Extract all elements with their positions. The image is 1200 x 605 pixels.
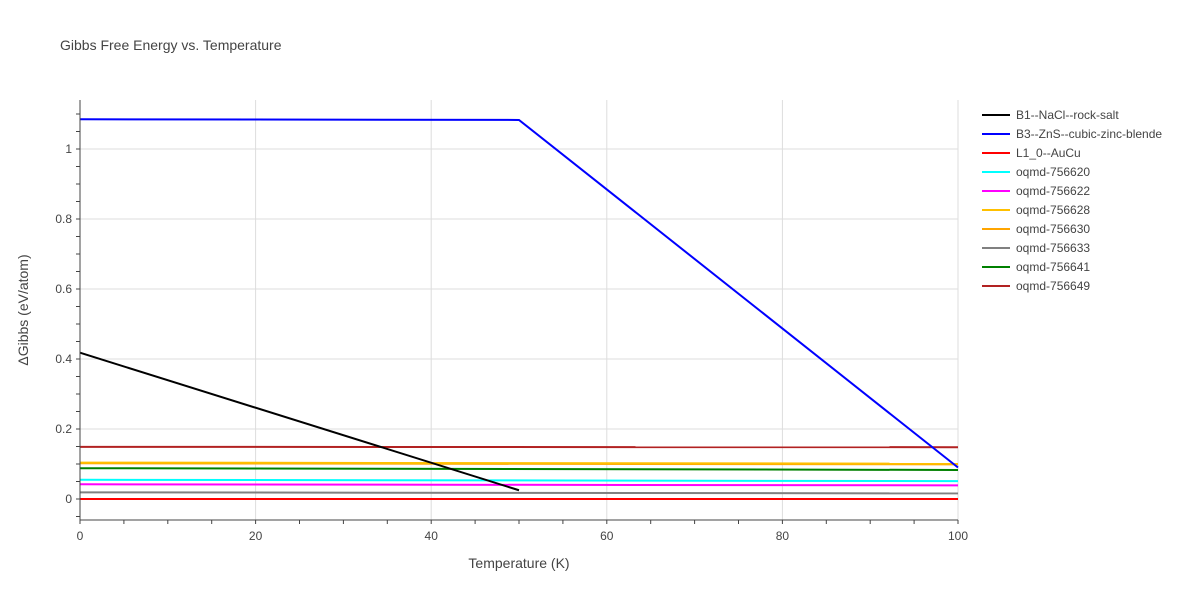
legend-item-b1-nacl-rock-salt[interactable]: B1--NaCl--rock-salt <box>982 108 1119 122</box>
legend-label: oqmd-756620 <box>1016 165 1090 179</box>
x-tick-label: 100 <box>948 529 968 543</box>
y-tick-label: 0.2 <box>55 422 72 436</box>
legend-item-oqmd-756622[interactable]: oqmd-756622 <box>982 184 1090 198</box>
legend-label: oqmd-756649 <box>1016 279 1090 293</box>
y-tick-label: 0 <box>65 492 72 506</box>
x-tick-label: 40 <box>425 529 439 543</box>
x-axis-title: Temperature (K) <box>468 555 569 571</box>
y-tick-label: 0.8 <box>55 212 72 226</box>
legend-label: oqmd-756633 <box>1016 241 1090 255</box>
series-line-b3-zns-cubic-zinc-blende <box>80 119 958 467</box>
legend-label: B3--ZnS--cubic-zinc-blende <box>1016 127 1162 141</box>
y-tick-label: 0.4 <box>55 352 72 366</box>
plot-series <box>80 119 958 499</box>
x-tick-label: 20 <box>249 529 263 543</box>
series-line-oqmd-756641 <box>80 468 958 470</box>
y-tick-label: 0.6 <box>55 282 72 296</box>
legend-item-oqmd-756630[interactable]: oqmd-756630 <box>982 222 1090 236</box>
series-line-oqmd-756633 <box>80 492 958 493</box>
series-line-oqmd-756622 <box>80 484 958 485</box>
axes: 0 20 40 60 80 100 0 0.2 0.4 0.6 0.8 1 <box>55 100 968 543</box>
legend-item-l1-0-aucu[interactable]: L1_0--AuCu <box>982 146 1081 160</box>
legend-label: oqmd-756641 <box>1016 260 1090 274</box>
legend-item-oqmd-756633[interactable]: oqmd-756633 <box>982 241 1090 255</box>
grid <box>80 100 958 520</box>
legend-label: L1_0--AuCu <box>1016 146 1081 160</box>
y-axis-title: ΔGibbs (eV/atom) <box>15 254 31 365</box>
legend-label: oqmd-756628 <box>1016 203 1090 217</box>
legend-item-b3-zns-cubic-zinc-blende[interactable]: B3--ZnS--cubic-zinc-blende <box>982 127 1162 141</box>
x-tick-label: 60 <box>600 529 614 543</box>
legend-item-oqmd-756620[interactable]: oqmd-756620 <box>982 165 1090 179</box>
legend-label: oqmd-756622 <box>1016 184 1090 198</box>
legend-item-oqmd-756649[interactable]: oqmd-756649 <box>982 279 1090 293</box>
legend-label: B1--NaCl--rock-salt <box>1016 108 1119 122</box>
legend-label: oqmd-756630 <box>1016 222 1090 236</box>
legend-item-oqmd-756628[interactable]: oqmd-756628 <box>982 203 1090 217</box>
x-tick-label: 80 <box>776 529 790 543</box>
y-tick-label: 1 <box>65 142 72 156</box>
series-line-oqmd-756628 <box>80 463 958 464</box>
legend-item-oqmd-756641[interactable]: oqmd-756641 <box>982 260 1090 274</box>
legend[interactable]: B1--NaCl--rock-salt B3--ZnS--cubic-zinc-b… <box>982 108 1162 293</box>
x-tick-label: 0 <box>77 529 84 543</box>
chart-title: Gibbs Free Energy vs. Temperature <box>60 37 282 53</box>
series-line-oqmd-756620 <box>80 480 958 481</box>
